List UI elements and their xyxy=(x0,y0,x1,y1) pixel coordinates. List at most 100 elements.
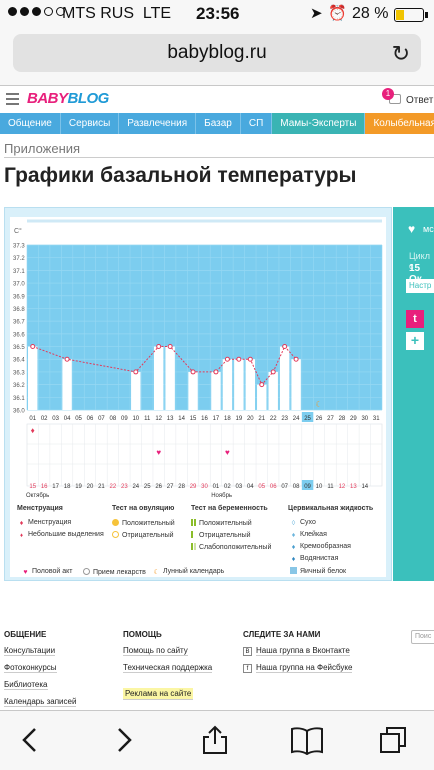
share-icon[interactable] xyxy=(200,725,230,755)
date-label: 15 xyxy=(29,484,36,490)
alarm-icon: ⏰ xyxy=(328,5,347,22)
date-label: 10 xyxy=(316,484,323,490)
date-label: 08 xyxy=(293,484,300,490)
eggwhite-icon xyxy=(290,567,297,574)
temp-bar xyxy=(222,359,233,410)
date-label: 07 xyxy=(281,484,288,490)
tabs-icon[interactable] xyxy=(378,725,408,755)
browser-top-bar: MTS RUS LTE 23:56 ➤ ⏰ 28 % babyblog.ru ↻ xyxy=(0,0,434,86)
notification-badge: 1 xyxy=(382,88,394,100)
footer-link[interactable]: Консультации xyxy=(4,646,56,656)
menu-icon[interactable] xyxy=(6,93,19,105)
legend-lunar: ☾ Лунный календарь xyxy=(153,568,225,576)
settings-button[interactable]: Настр xyxy=(406,279,434,293)
heart-icon: ♥ xyxy=(23,569,28,576)
y-tick-label: 36.0 xyxy=(13,409,25,415)
bbt-chart-area: C° 37.3 37.2 37.1 37.0 36.9 36.8 36.7 36.6 36.5 36… xyxy=(10,217,386,577)
heart-icon: ♥ xyxy=(408,222,416,236)
footer-heading: Следите за нами xyxy=(243,630,321,639)
main-nav: Общение Сервисы Развлечения Базар СП Мам… xyxy=(0,113,434,134)
heart-icon: ♥ xyxy=(225,448,230,457)
x-tick-label: 21 xyxy=(258,416,265,422)
temp-point xyxy=(133,369,139,375)
facebook-icon: f xyxy=(243,664,252,673)
x-tick-label: 29 xyxy=(350,416,357,422)
footer-link[interactable]: Библиотека xyxy=(4,680,48,690)
temp-bar xyxy=(165,346,175,410)
cycle-label: Цикл с xyxy=(409,251,430,271)
x-tick-label: 31 xyxy=(373,416,380,422)
nav-item-obshchenie[interactable]: Общение xyxy=(0,113,61,134)
legend-spotting: ♦ Небольшие выделения xyxy=(19,531,104,539)
legend-meds: Прием лекарств xyxy=(83,568,146,576)
y-tick-label: 36.2 xyxy=(13,383,25,389)
date-label: 21 xyxy=(98,484,105,490)
bbt-chart-panel: C° 37.3 37.2 37.1 37.0 36.9 36.8 36.7 36.6 36.5 36… xyxy=(4,207,392,581)
pill-icon xyxy=(83,568,90,575)
x-tick-label: 14 xyxy=(178,416,185,422)
nav-item-servisy[interactable]: Сервисы xyxy=(61,113,120,134)
date-label: 20 xyxy=(87,484,94,490)
date-label: 16 xyxy=(41,484,48,490)
signal-strength-icon xyxy=(8,7,65,16)
y-tick-label: 37.2 xyxy=(13,256,25,262)
calendar-grid xyxy=(26,423,383,487)
legend-ovulation-heading: Тест на овуляцию xyxy=(112,505,175,512)
nav-item-lullaby[interactable]: Колыбельная xyxy=(365,113,434,134)
legend-pregnancy-heading: Тест на беременность xyxy=(191,505,268,512)
site-logo[interactable]: BABYBLOG xyxy=(27,90,109,107)
x-tick-label: 24 xyxy=(293,416,300,422)
one-bar-icon xyxy=(191,531,196,538)
footer-link-ads[interactable]: Реклама на сайте xyxy=(123,688,194,700)
temp-point xyxy=(30,344,36,350)
nav-item-experts[interactable]: Мамы-Эксперты xyxy=(272,113,366,134)
temp-point xyxy=(156,344,162,350)
date-label: 02 xyxy=(224,484,231,490)
legend-sex: ♥ Половой акт xyxy=(23,568,73,576)
footer-link-vk[interactable]: Наша группа в Вконтакте xyxy=(256,646,350,656)
forward-icon[interactable] xyxy=(108,725,138,755)
date-label: 12 xyxy=(339,484,346,490)
x-tick-label: 17 xyxy=(213,416,220,422)
x-tick-label: 04 xyxy=(64,416,71,422)
add-entry-button[interactable]: + xyxy=(406,332,424,350)
x-tick-label: 08 xyxy=(110,416,117,422)
carrier-name: MTS RUS xyxy=(62,5,134,22)
footer-link-fb[interactable]: Наша группа на Фейсбуке xyxy=(256,663,353,673)
weak-bars-icon xyxy=(191,543,196,550)
answers-link[interactable]: Ответы xyxy=(406,95,434,106)
nav-item-razvlecheniya[interactable]: Развлечения xyxy=(119,113,197,134)
status-bar: MTS RUS LTE 23:56 ➤ ⏰ 28 % xyxy=(0,0,434,28)
nav-item-bazar[interactable]: Базар xyxy=(196,113,241,134)
share-tumblr-button[interactable]: t xyxy=(406,310,424,328)
footer-link[interactable]: Фотоконкурсы xyxy=(4,663,57,673)
temp-bar xyxy=(268,371,278,410)
reload-icon[interactable]: ↻ xyxy=(391,41,410,66)
footer-link[interactable]: Техническая поддержка xyxy=(123,663,213,673)
nav-item-sp[interactable]: СП xyxy=(241,113,273,134)
back-icon[interactable] xyxy=(16,725,46,755)
location-icon: ➤ xyxy=(310,5,323,22)
footer-link[interactable]: Календарь записей xyxy=(4,697,77,707)
x-tick-label: 06 xyxy=(87,416,94,422)
x-tick-label: 23 xyxy=(281,416,288,422)
x-tick-label: 16 xyxy=(201,416,208,422)
sticky-drop-icon: ♦ xyxy=(291,532,296,539)
legend-menstruation: ♦ Менструация xyxy=(19,519,72,527)
temp-point xyxy=(190,369,196,375)
bookmarks-icon[interactable] xyxy=(290,725,324,755)
footer-search-input[interactable]: Поис xyxy=(411,630,434,644)
footer-link[interactable]: Помощь по сайту xyxy=(123,646,188,656)
y-tick-label: 36.1 xyxy=(13,396,25,402)
date-label: 09 xyxy=(304,484,311,490)
date-label: 14 xyxy=(361,484,368,490)
address-bar[interactable]: babyblog.ru ↻ xyxy=(13,34,421,72)
legend-pr-negative: Отрицательный xyxy=(191,531,251,539)
breadcrumb[interactable]: Приложения xyxy=(4,141,434,158)
x-tick-label: 09 xyxy=(121,416,128,422)
moon-icon: ☾ xyxy=(153,569,160,576)
moon-icon: ☾ xyxy=(315,400,322,409)
temp-line xyxy=(32,345,297,386)
url-text[interactable]: babyblog.ru xyxy=(167,42,267,63)
y-axis-label: C° xyxy=(14,227,22,235)
